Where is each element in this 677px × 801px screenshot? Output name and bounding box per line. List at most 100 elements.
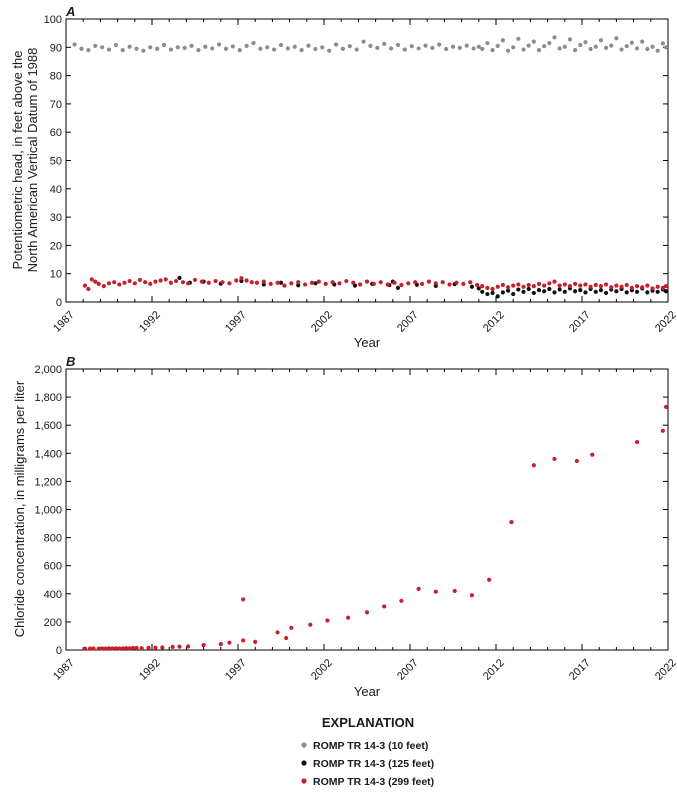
x-tick-label: 2002 [309,309,335,335]
data-point [567,284,573,289]
data-point [547,281,552,286]
data-point [168,280,174,285]
y-tick-label: 90 [50,42,62,54]
data-point [480,289,485,294]
data-point [645,290,650,295]
data-point [251,40,256,46]
data-point [588,284,593,289]
data-point [500,282,505,288]
data-point [93,279,98,284]
panel-b-x-axis: 1987 1992 1997 2002 2007 2012 2017 2022 [51,369,677,683]
data-point [487,577,492,582]
data-point [440,280,445,285]
x-tick-label: 1992 [137,309,163,335]
data-point [624,44,629,49]
data-point [230,44,235,49]
data-point [447,282,452,287]
legend-label-125-feet: ROMP TR 14-3 (125 feet) [313,758,434,770]
data-point [416,586,421,591]
data-point [557,287,562,292]
data-point [103,646,108,651]
panel-a-x-axis-title: Year [354,335,381,350]
panel-a-plot-frame [65,18,669,303]
data-point [265,45,270,50]
data-point [511,291,516,297]
data-point [130,645,136,651]
x-tick-label: 1997 [223,657,249,683]
data-point [275,630,280,635]
data-point [308,622,313,627]
data-point [72,42,77,47]
data-point [127,646,132,651]
data-point [325,618,330,623]
data-point [660,285,665,290]
data-point [148,45,153,50]
data-point [590,452,595,457]
data-point [574,458,579,464]
y-tick-label: 1,800 [34,392,62,404]
data-point [93,43,98,48]
data-point [433,589,438,594]
y-tick-label: 0 [56,297,62,309]
data-point [239,276,244,281]
data-point [409,44,414,49]
data-point [112,280,117,285]
data-point [124,646,129,651]
y-tick-label: 40 [50,184,62,196]
data-point [624,290,629,295]
y-tick-label: 10 [50,269,62,281]
y-tick-label: 70 [50,99,62,111]
data-point [189,43,194,48]
data-point [284,635,289,641]
data-point [237,48,242,53]
data-point [79,46,84,51]
data-point [127,278,132,284]
data-point [289,281,294,286]
data-point [629,40,634,45]
data-point [249,280,254,285]
legend-item-10-feet: ROMP TR 14-3 (10 feet) [301,740,428,752]
x-tick-label: 2002 [309,657,335,683]
data-point [495,43,500,48]
data-point [399,598,404,603]
data-point [531,39,536,44]
data-point [536,288,542,293]
x-tick-label: 2012 [481,309,507,335]
data-point [663,284,669,289]
x-tick-label: 1987 [51,309,77,335]
data-point [137,277,143,283]
data-point [141,48,146,53]
data-point [96,646,101,651]
y-tick-label: 50 [50,156,62,168]
panel-a-y-axis-title-line1: Potentiometric head, in feet above the [10,51,25,270]
data-point [289,625,294,630]
data-point [100,646,105,651]
data-point [375,45,380,50]
data-point [433,281,438,286]
data-point [254,280,260,285]
y-tick-label: 30 [50,212,62,224]
data-point [500,290,505,295]
data-point [598,284,604,289]
data-point [337,281,342,286]
data-point [134,46,139,51]
x-tick-label: 1992 [137,657,163,683]
x-tick-label: 1997 [223,309,249,335]
data-point [655,284,660,289]
x-tick-label: 2007 [395,657,421,683]
data-point [170,644,175,650]
data-point [650,286,655,291]
series-2 [82,276,669,292]
data-point [609,43,614,48]
data-point [100,45,105,50]
data-point [306,43,311,48]
data-point [573,48,578,53]
data-point [505,285,511,290]
y-tick-label: 20 [50,240,62,252]
x-tick-label: 2022 [653,657,677,683]
legend-item-125-feet: ROMP TR 14-3 (125 feet) [301,758,434,770]
data-point [640,285,645,290]
data-point [562,289,567,294]
data-point [292,44,297,49]
data-point [614,289,619,294]
